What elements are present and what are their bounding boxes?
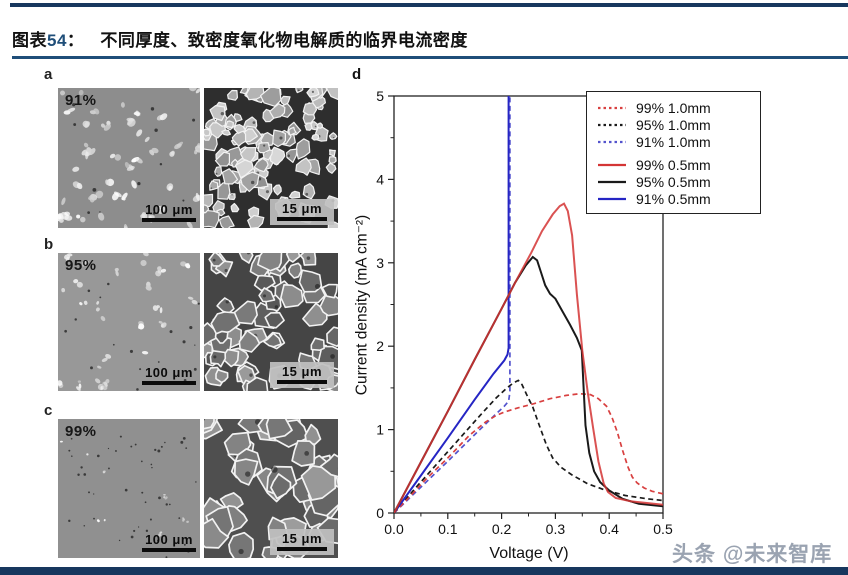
legend-entry: 95% 0.5mm: [597, 173, 752, 190]
panel-label-d: d: [352, 66, 362, 83]
legend-entry: 99% 1.0mm: [597, 99, 752, 116]
sem-texture: [58, 88, 200, 228]
scalebar-100um: 100 μm: [142, 532, 196, 552]
legend-label: 99% 1.0mm: [636, 99, 711, 116]
dashed-line-icon: [598, 123, 626, 126]
svg-text:0.2: 0.2: [492, 521, 512, 537]
figure-title-colon: ：: [66, 31, 85, 50]
svg-text:0.4: 0.4: [599, 521, 619, 537]
scalebar-line: [277, 547, 327, 551]
sem-image-a-surface: 91% 100 μm: [58, 88, 200, 228]
svg-text:0.0: 0.0: [384, 521, 404, 537]
sem-image-a-grains: 15 μm: [204, 88, 338, 228]
sem-texture: [58, 419, 200, 558]
figure-title-tag: 图表: [12, 31, 47, 50]
legend-label: 95% 1.0mm: [636, 116, 711, 133]
legend-label: 95% 0.5mm: [636, 173, 711, 190]
watermark-text: 头条 @未来智库: [672, 543, 833, 566]
density-label-b: 95%: [65, 257, 97, 274]
scalebar-100um: 100 μm: [142, 365, 196, 385]
sem-image-b-surface: 95% 100 μm: [58, 253, 200, 391]
solid-line-icon: [598, 180, 626, 183]
density-label-c: 99%: [65, 423, 97, 440]
panel-label-b: b: [44, 236, 54, 253]
x-axis-title: Voltage (V): [489, 545, 569, 562]
scalebar-line: [277, 217, 327, 221]
panel-label-a: a: [44, 66, 53, 83]
bottom-divider-bar: [0, 567, 848, 575]
title-underline-rule: [12, 56, 848, 59]
scalebar-15um: 15 μm: [270, 199, 334, 225]
solid-line-icon: [598, 163, 626, 166]
legend-label: 99% 0.5mm: [636, 156, 711, 173]
svg-text:5: 5: [376, 88, 384, 104]
legend-label: 91% 1.0mm: [636, 133, 711, 150]
legend-entry: 95% 1.0mm: [597, 116, 752, 133]
solid-line-icon: [598, 197, 626, 200]
figure-title-number: 54: [47, 31, 67, 50]
scalebar-line: [142, 218, 196, 222]
figure-title: 图表54： 不同厚度、致密度氧化物电解质的临界电流密度: [12, 26, 468, 51]
y-axis-title: Current density (mA cm⁻²): [353, 214, 371, 396]
scalebar-line: [142, 548, 196, 552]
scalebar-line: [142, 381, 196, 385]
sem-image-c-surface: 99% 100 μm: [58, 419, 200, 558]
svg-text:2: 2: [376, 338, 384, 354]
svg-text:0.5: 0.5: [653, 521, 673, 537]
svg-text:4: 4: [376, 171, 384, 187]
svg-text:1: 1: [376, 422, 384, 438]
dashed-line-icon: [598, 106, 626, 109]
svg-text:3: 3: [376, 255, 384, 271]
panel-label-c: c: [44, 402, 53, 419]
density-label-a: 91%: [65, 92, 97, 109]
svg-text:0: 0: [376, 505, 384, 521]
scalebar-15um: 15 μm: [270, 529, 334, 555]
chart-legend: 99% 1.0mm 95% 1.0mm 91% 1.0mm 99% 0.5mm 95% …: [586, 91, 761, 214]
sem-image-b-grains: 15 μm: [204, 253, 338, 391]
legend-entry: 91% 0.5mm: [597, 190, 752, 207]
dashed-line-icon: [598, 140, 626, 143]
top-divider-bar: [10, 3, 848, 7]
scalebar-100um: 100 μm: [142, 202, 196, 222]
sem-texture: [58, 253, 200, 391]
svg-text:0.3: 0.3: [546, 521, 566, 537]
scalebar-line: [277, 380, 327, 384]
legend-entry: 99% 0.5mm: [597, 156, 752, 173]
sem-image-c-grains: 15 μm: [204, 419, 338, 558]
figure-title-text: 不同厚度、致密度氧化物电解质的临界电流密度: [100, 31, 468, 50]
svg-text:0.1: 0.1: [438, 521, 458, 537]
scalebar-15um: 15 μm: [270, 362, 334, 388]
legend-label: 91% 0.5mm: [636, 190, 711, 207]
legend-entry: 91% 1.0mm: [597, 133, 752, 150]
